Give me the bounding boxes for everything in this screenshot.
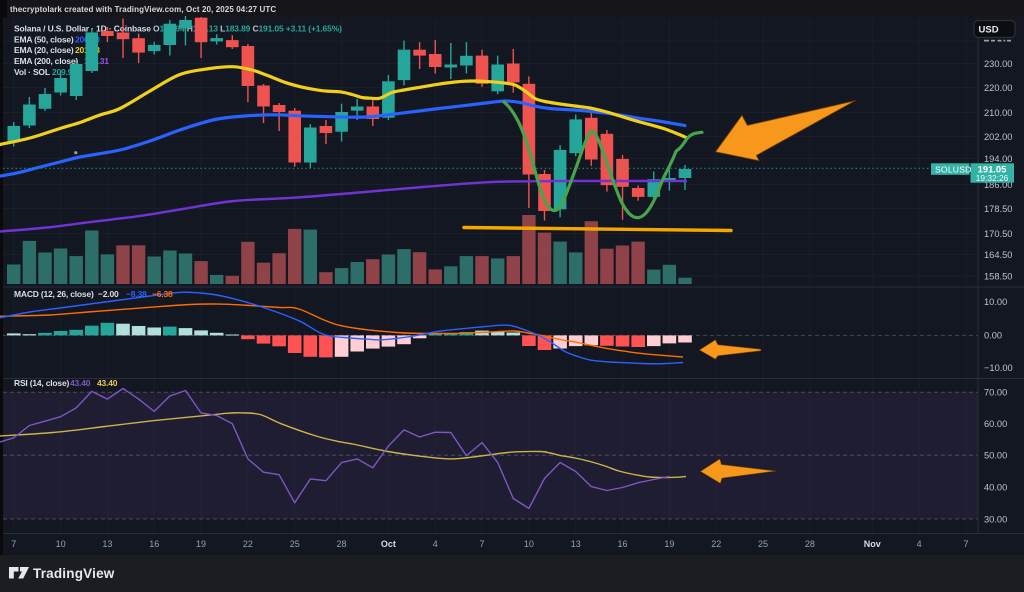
svg-text:28: 28 [337, 539, 347, 549]
svg-text:194.00: 194.00 [984, 154, 1012, 164]
svg-text:13: 13 [571, 539, 581, 549]
svg-text:43.40: 43.40 [97, 378, 118, 388]
svg-text:220.00: 220.00 [984, 83, 1012, 93]
svg-text:191.05: 191.05 [978, 164, 1007, 175]
svg-text:Nov: Nov [864, 539, 881, 549]
svg-text:70.00: 70.00 [984, 388, 1007, 398]
svg-text:19:32:26: 19:32:26 [976, 173, 1009, 183]
svg-text:178.50: 178.50 [984, 204, 1012, 214]
svg-text:50.00: 50.00 [984, 451, 1007, 461]
svg-text:16: 16 [149, 539, 159, 549]
svg-text:22: 22 [711, 539, 721, 549]
svg-text:164.50: 164.50 [984, 250, 1012, 260]
svg-text:19: 19 [664, 539, 674, 549]
svg-text:Vol · SOL: Vol · SOL [14, 67, 50, 77]
svg-text:158.50: 158.50 [984, 271, 1012, 281]
svg-text:MACD (12, 26, close): MACD (12, 26, close) [14, 289, 94, 299]
svg-text:28: 28 [805, 539, 815, 549]
svg-text:22: 22 [243, 539, 253, 549]
svg-text:Oct: Oct [381, 539, 396, 549]
svg-text:SOLUSD: SOLUSD [935, 164, 972, 174]
svg-text:−8.38: −8.38 [126, 289, 147, 299]
svg-text:13: 13 [102, 539, 112, 549]
svg-text:EMA (20, close): EMA (20, close) [14, 45, 74, 55]
svg-text:−10.00: −10.00 [984, 363, 1013, 373]
svg-text:40.00: 40.00 [984, 482, 1007, 492]
svg-text:170.50: 170.50 [984, 229, 1012, 239]
svg-text:10: 10 [524, 539, 534, 549]
svg-text:RSI (14, close): RSI (14, close) [14, 378, 69, 388]
svg-text:7: 7 [480, 539, 485, 549]
svg-text:210.00: 210.00 [984, 108, 1012, 118]
svg-text:USD: USD [979, 25, 999, 36]
svg-text:EMA (50, close): EMA (50, close) [14, 35, 74, 45]
svg-text:209.9K: 209.9K [52, 67, 79, 77]
svg-text:0.00: 0.00 [984, 331, 1002, 341]
svg-text:60.00: 60.00 [984, 419, 1007, 429]
svg-text:25: 25 [758, 539, 768, 549]
svg-text:19: 19 [196, 539, 206, 549]
svg-text:Solana / U.S. Dollar · 1D · Co: Solana / U.S. Dollar · 1D · Coinbase O18… [14, 24, 342, 34]
svg-text:43.40: 43.40 [70, 378, 91, 388]
svg-text:16: 16 [618, 539, 628, 549]
svg-text:30.00: 30.00 [984, 514, 1007, 524]
svg-text:7: 7 [963, 539, 968, 549]
svg-text:−2.00: −2.00 [98, 289, 119, 299]
svg-text:EMA (200, close): EMA (200, close) [14, 56, 78, 66]
svg-text:7: 7 [11, 539, 16, 549]
svg-text:186.00: 186.00 [984, 180, 1012, 190]
svg-text:−6.38: −6.38 [152, 289, 173, 299]
svg-text:202.00: 202.00 [984, 132, 1012, 142]
svg-text:25: 25 [290, 539, 300, 549]
svg-text:4: 4 [433, 539, 438, 549]
svg-text:10: 10 [56, 539, 66, 549]
svg-text:10.00: 10.00 [984, 297, 1007, 307]
svg-text:4: 4 [917, 539, 922, 549]
svg-text:230.00: 230.00 [984, 59, 1012, 69]
